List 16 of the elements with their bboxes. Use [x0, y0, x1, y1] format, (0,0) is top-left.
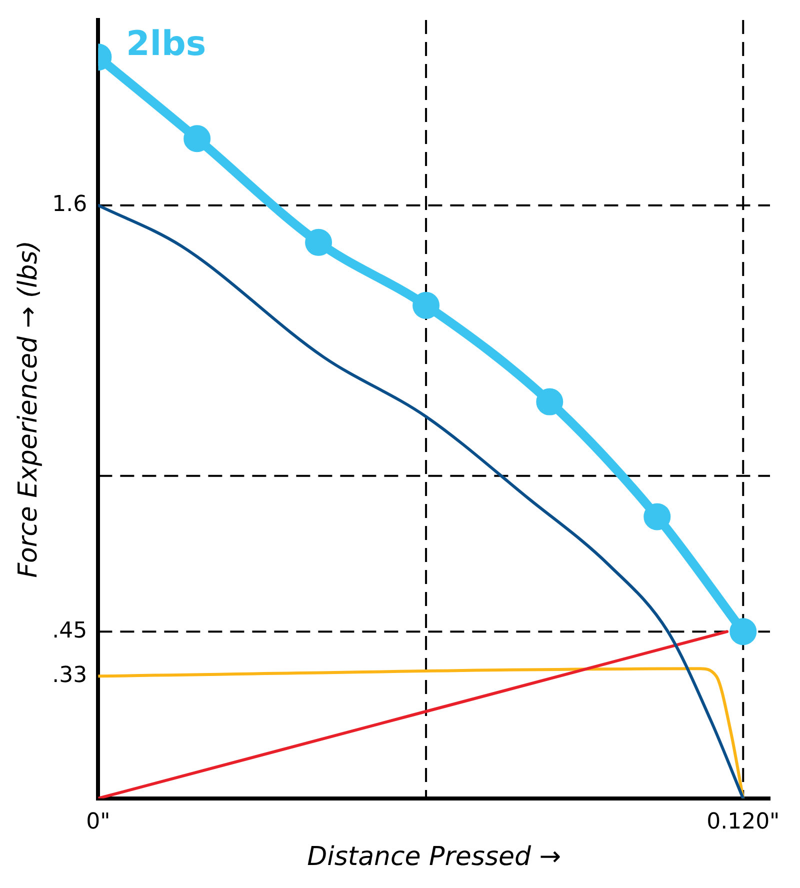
x-axis-title: Distance Pressed → — [307, 842, 562, 872]
line-series — [98, 204, 745, 798]
y-axis-title: Force Experienced → (lbs) — [13, 240, 44, 578]
point — [536, 388, 564, 416]
point — [412, 292, 440, 319]
point — [730, 618, 757, 646]
line-series — [98, 667, 745, 798]
point — [644, 503, 671, 530]
point — [184, 125, 211, 152]
y-tick-label: .33 — [52, 662, 88, 688]
annotation: 2lbs — [126, 24, 206, 64]
x-tick-label: 0" — [86, 809, 110, 834]
point — [305, 228, 332, 256]
x-tick-label: 0.120" — [706, 809, 780, 834]
y-tick-label: .45 — [52, 618, 88, 644]
y-tick-label: 1.6 — [52, 192, 88, 218]
